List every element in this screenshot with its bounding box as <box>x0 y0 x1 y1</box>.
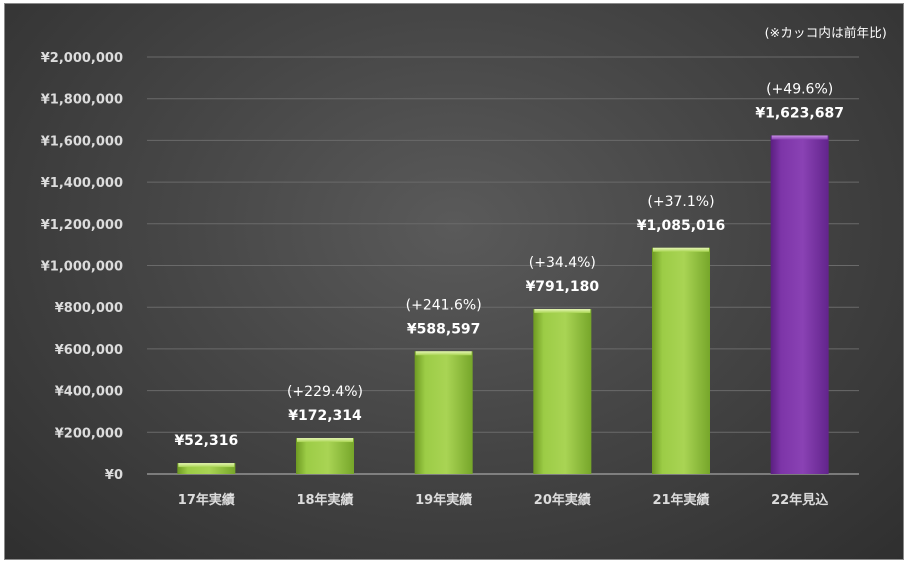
y-tick-label: ¥1,400,000 <box>41 176 123 191</box>
y-axis-ticks: ¥0 ¥200,000 ¥400,000 ¥600,000 ¥800,000 ¥1,000… <box>41 51 123 483</box>
y-tick-label: ¥0 <box>105 468 123 483</box>
y-tick-label: ¥1,800,000 <box>41 93 123 108</box>
y-tick-label: ¥800,000 <box>55 301 123 316</box>
y-tick-label: ¥200,000 <box>55 426 123 441</box>
bar-top-bevel <box>771 135 828 140</box>
y-tick-label: ¥1,200,000 <box>41 218 123 233</box>
x-tick-label: 19年実績 <box>415 492 472 508</box>
gridlines <box>147 56 859 475</box>
bar-forecast <box>770 135 829 475</box>
bar-actual <box>533 309 592 474</box>
bar-body <box>770 135 829 475</box>
bar-body <box>652 247 710 474</box>
bar-top-bevel <box>415 351 472 356</box>
x-axis-ticks: 17年実績 18年実績 19年実績 20年実績 21年実績 22年見込 <box>178 492 829 508</box>
bar-actual <box>296 438 354 474</box>
y-tick-label: ¥2,000,000 <box>41 51 123 66</box>
value-label: ¥1,085,016 <box>637 218 726 234</box>
growth-label: (+229.4%) <box>287 384 363 400</box>
bar-top-bevel <box>178 463 235 468</box>
x-tick-label: 20年実績 <box>534 492 591 508</box>
bar-body <box>414 351 473 474</box>
chart-frame: (※カッコ内は前年比) ¥ <box>4 3 904 560</box>
value-label: ¥172,314 <box>288 408 362 424</box>
growth-label: (+241.6%) <box>406 297 482 313</box>
bar-top-bevel <box>653 247 709 252</box>
x-tick-label: 22年見込 <box>771 492 829 508</box>
y-tick-label: ¥1,600,000 <box>41 134 123 149</box>
bar-actual <box>177 463 236 474</box>
y-tick-label: ¥1,000,000 <box>41 260 123 275</box>
y-tick-label: ¥600,000 <box>55 343 123 358</box>
growth-label: (+49.6%) <box>766 81 833 97</box>
growth-label: (+37.1%) <box>647 194 714 210</box>
bar-body <box>533 309 592 474</box>
value-label: ¥1,623,687 <box>755 105 844 121</box>
bar-top-bevel <box>534 309 591 314</box>
data-labels: ¥52,316 ¥172,314 (+229.4%) ¥588,597 (+241.6%… <box>174 81 844 449</box>
bar-chart: ¥0 ¥200,000 ¥400,000 ¥600,000 ¥800,000 ¥1,000… <box>41 51 859 508</box>
bar-actual <box>414 351 473 474</box>
y-tick-label: ¥400,000 <box>55 385 123 400</box>
x-tick-label: 17年実績 <box>178 492 235 508</box>
value-label: ¥791,180 <box>526 279 600 295</box>
bar-body <box>177 463 236 474</box>
growth-label: (+34.4%) <box>529 255 596 271</box>
bar-actual <box>652 247 710 474</box>
value-label: ¥588,597 <box>407 321 481 337</box>
x-tick-label: 18年実績 <box>296 492 353 508</box>
bar-body <box>296 438 354 474</box>
x-tick-label: 21年実績 <box>652 492 709 508</box>
bar-top-bevel <box>297 438 353 443</box>
value-label: ¥52,316 <box>174 433 238 449</box>
bars <box>177 135 829 475</box>
yoy-note: (※カッコ内は前年比) <box>764 25 887 40</box>
